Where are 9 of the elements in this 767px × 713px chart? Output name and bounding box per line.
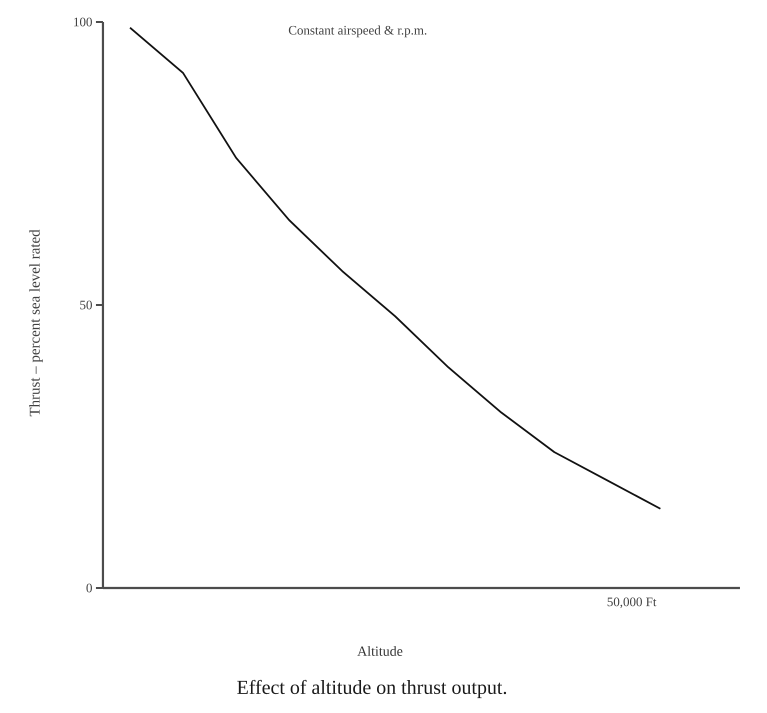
x-axis-title: Altitude — [357, 646, 402, 656]
y-axis-title: Thrust – percent sea level rated — [29, 230, 43, 416]
text: 50,000 Ft — [608, 598, 656, 608]
y-tick-label: 0 — [86, 584, 92, 592]
text: Effect of altitude on thrust output. — [237, 680, 506, 698]
annotation: Constant airspeed & r.p.m. — [288, 26, 426, 38]
line-series — [129, 26, 662, 510]
y-tick-label: 50 — [80, 300, 92, 310]
y-tick-label: 100 — [74, 18, 92, 26]
